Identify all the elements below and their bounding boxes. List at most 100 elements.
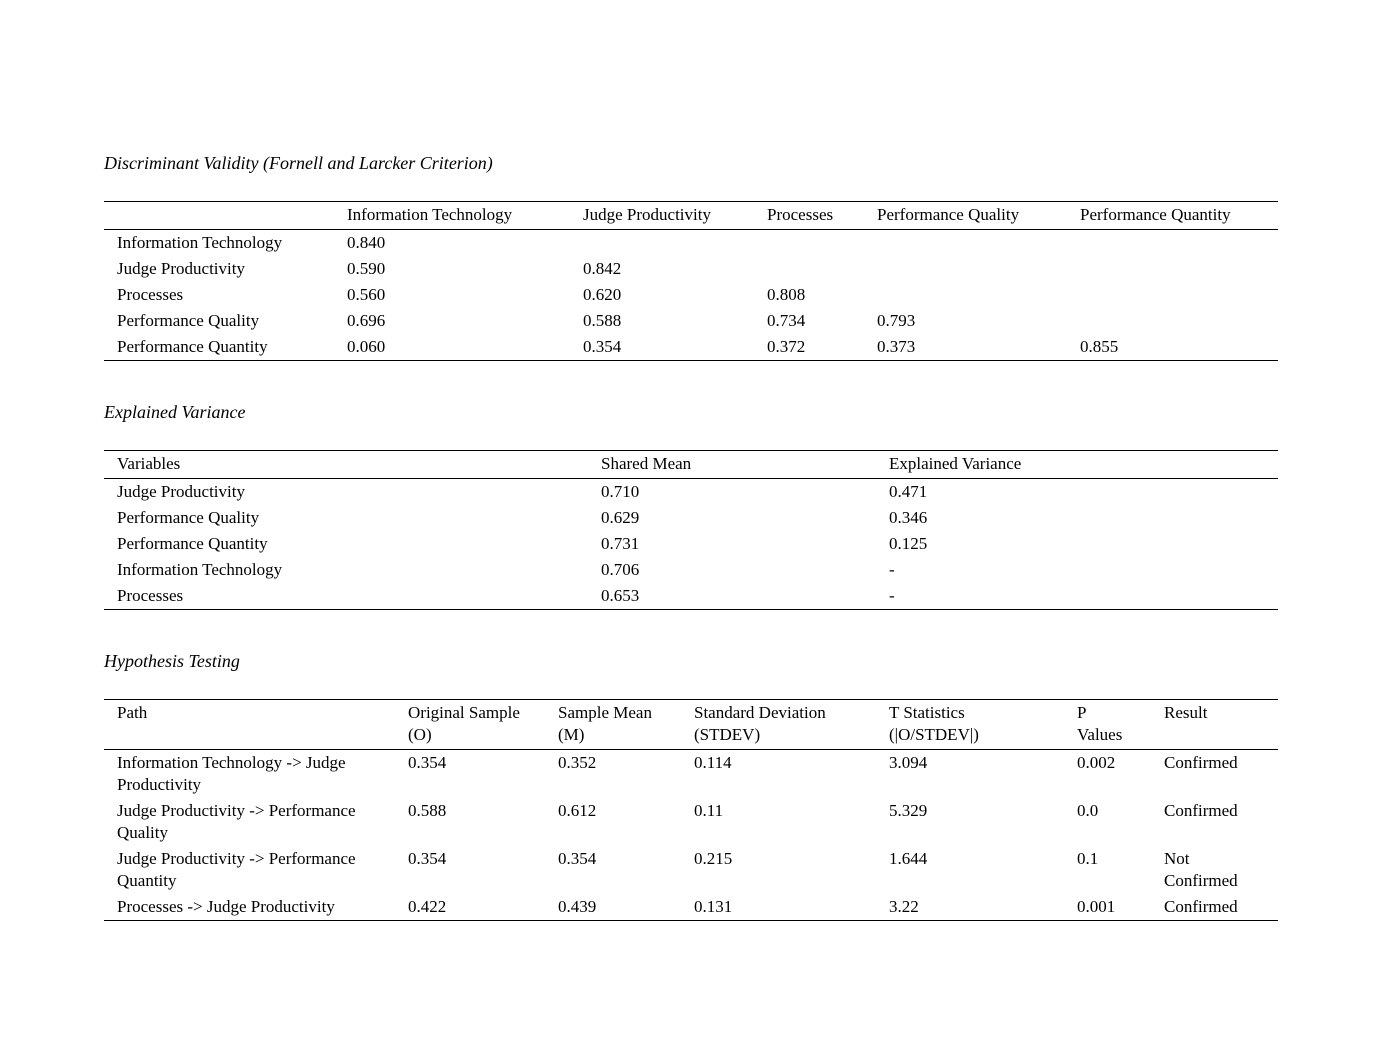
value-cell: 0.354 (558, 849, 597, 868)
value-cell: 0.060 (347, 337, 386, 356)
section-hypothesis-testing: Hypothesis Testing Path Original Sample … (104, 648, 1278, 921)
value-cell: 0.560 (347, 285, 386, 304)
value-cell: 0.131 (694, 897, 733, 916)
row-label: Judge Productivity (117, 259, 245, 278)
value-cell: 0.842 (583, 259, 622, 278)
value-cell: 0.471 (889, 482, 928, 501)
column-header-empty (104, 202, 347, 230)
column-header-sample-mean: Sample Mean (M) (558, 703, 652, 744)
table-row: Processes 0.653 - (104, 583, 1278, 610)
value-cell: 0.354 (408, 753, 447, 772)
row-label: Performance Quality (117, 311, 260, 330)
value-cell: 0.588 (583, 311, 622, 330)
value-cell: 0.620 (583, 285, 622, 304)
path-cell: Processes -> Judge Productivity (117, 897, 335, 916)
value-cell: 0.373 (877, 337, 916, 356)
value-cell: 0.439 (558, 897, 597, 916)
value-cell: 3.094 (889, 753, 928, 772)
value-cell: 0.001 (1077, 897, 1116, 916)
value-cell: - (889, 586, 895, 605)
row-label: Processes (117, 586, 184, 605)
table-row: Processes 0.560 0.620 0.808 (104, 282, 1278, 308)
value-cell (1080, 282, 1278, 308)
column-header-judge-productivity: Judge Productivity (583, 205, 711, 224)
value-cell (767, 256, 877, 282)
value-cell: 0.808 (767, 285, 806, 304)
value-cell: 0.346 (889, 508, 928, 527)
value-cell: 1.644 (889, 849, 928, 868)
value-cell: 0.706 (601, 560, 640, 579)
value-cell (1080, 256, 1278, 282)
value-cell: 0.11 (694, 801, 724, 820)
value-cell: 0.696 (347, 311, 386, 330)
table-row: Performance Quantity 0.060 0.354 0.372 0… (104, 334, 1278, 361)
value-cell: 0.215 (694, 849, 733, 868)
result-cell: Confirmed (1164, 801, 1238, 820)
value-cell: 0.1 (1077, 849, 1099, 868)
value-cell: 0.114 (694, 753, 732, 772)
column-header-p-values: P Values (1077, 703, 1123, 744)
column-header-original-sample: Original Sample (O) (408, 703, 520, 744)
table-row: Judge Productivity 0.590 0.842 (104, 256, 1278, 282)
column-header-explained-variance: Explained Variance (889, 454, 1022, 473)
column-header-performance-quantity: Performance Quantity (1080, 205, 1231, 224)
table-row: Information Technology 0.840 (104, 230, 1278, 257)
column-header-standard-deviation: Standard Deviation (STDEV) (694, 703, 826, 744)
row-label: Performance Quantity (117, 337, 268, 356)
table-row: Information Technology -> Judge Producti… (104, 750, 1278, 799)
value-cell: 0.354 (408, 849, 447, 868)
column-header-path: Path (117, 703, 148, 722)
value-cell: 5.329 (889, 801, 928, 820)
path-cell: Information Technology -> Judge Producti… (117, 753, 346, 794)
value-cell: - (889, 560, 895, 579)
row-label: Information Technology (117, 560, 283, 579)
table-caption-explained-variance: Explained Variance (104, 402, 246, 422)
table-row: Judge Productivity -> Performance Quanti… (104, 846, 1278, 894)
result-cell: Not Confirmed (1164, 849, 1238, 890)
value-cell (583, 230, 767, 257)
value-cell: 0.352 (558, 753, 597, 772)
row-label: Performance Quantity (117, 534, 268, 553)
discriminant-validity-table: Information Technology Judge Productivit… (104, 201, 1278, 361)
row-label: Processes (117, 285, 184, 304)
column-header-variables: Variables (117, 454, 181, 473)
value-cell (767, 230, 877, 257)
row-label: Performance Quality (117, 508, 260, 527)
value-cell: 0.710 (601, 482, 640, 501)
header-row: Variables Shared Mean Explained Variance (104, 451, 1278, 479)
table-row: Judge Productivity -> Performance Qualit… (104, 798, 1278, 846)
column-header-processes: Processes (767, 205, 834, 224)
value-cell (877, 256, 1080, 282)
value-cell: 0.588 (408, 801, 447, 820)
value-cell (1080, 308, 1278, 334)
result-cell: Confirmed (1164, 897, 1238, 916)
value-cell: 0.422 (408, 897, 447, 916)
header-row: Path Original Sample (O) Sample Mean (M)… (104, 700, 1278, 750)
value-cell: 0.653 (601, 586, 640, 605)
value-cell: 0.590 (347, 259, 386, 278)
table-caption-hypothesis-testing: Hypothesis Testing (104, 651, 240, 671)
table-row: Performance Quality 0.696 0.588 0.734 0.… (104, 308, 1278, 334)
column-header-shared-mean: Shared Mean (601, 454, 692, 473)
table-row: Performance Quality 0.629 0.346 (104, 505, 1278, 531)
value-cell: 0.734 (767, 311, 806, 330)
value-cell: 0.855 (1080, 337, 1119, 356)
table-row: Judge Productivity 0.710 0.471 (104, 479, 1278, 506)
section-explained-variance: Explained Variance Variables Shared Mean… (104, 399, 1278, 610)
row-label: Information Technology (117, 233, 283, 252)
header-row: Information Technology Judge Productivit… (104, 202, 1278, 230)
value-cell: 3.22 (889, 897, 919, 916)
table-row: Information Technology 0.706 - (104, 557, 1278, 583)
value-cell: 0.354 (583, 337, 622, 356)
column-header-performance-quality: Performance Quality (877, 205, 1020, 224)
path-cell: Judge Productivity -> Performance Quanti… (117, 849, 356, 890)
value-cell: 0.840 (347, 233, 386, 252)
value-cell: 0.002 (1077, 753, 1116, 772)
value-cell: 0.612 (558, 801, 597, 820)
value-cell: 0.0 (1077, 801, 1099, 820)
value-cell: 0.629 (601, 508, 640, 527)
column-header-t-statistics: T Statistics (|O/STDEV|) (889, 703, 979, 744)
section-discriminant-validity: Discriminant Validity (Fornell and Larck… (104, 150, 1278, 361)
column-header-information-technology: Information Technology (347, 205, 513, 224)
value-cell (877, 282, 1080, 308)
